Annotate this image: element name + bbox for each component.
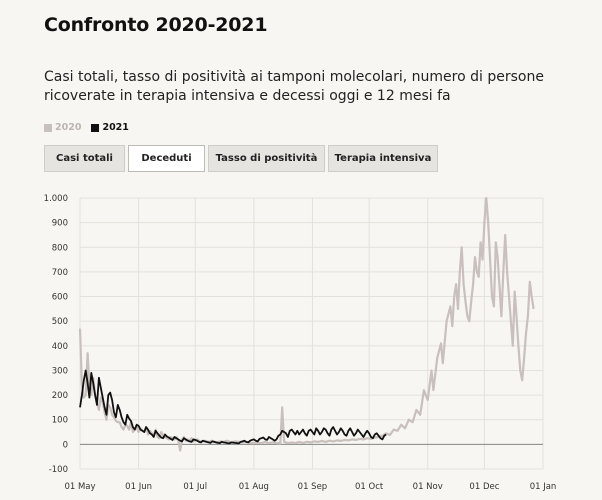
legend-label-2020: 2020: [55, 122, 82, 133]
y-tick-label: -100: [49, 465, 68, 475]
x-tick-label: 01 Dec: [469, 482, 499, 492]
x-tick-label: 01 Jun: [125, 482, 152, 492]
page-subtitle: Casi totali, tasso di positività ai tamp…: [44, 69, 544, 104]
legend-item-2021: 2021: [91, 122, 129, 133]
x-tick-label: 01 Oct: [355, 482, 384, 492]
y-tick-label: 1.000: [44, 194, 68, 204]
y-tick-label: 500: [52, 317, 68, 327]
chart-legend: 2020 2021: [44, 122, 129, 133]
tab-casi-totali[interactable]: Casi totali: [44, 145, 125, 172]
y-tick-label: 0: [63, 440, 68, 450]
y-tick-label: 300: [52, 366, 68, 376]
x-tick-label: 01 Nov: [413, 482, 443, 492]
series-line-2020: [78, 196, 535, 452]
y-tick-label: 900: [52, 219, 68, 229]
tab-deceduti[interactable]: Deceduti: [128, 145, 205, 172]
legend-label-2021: 2021: [102, 122, 129, 133]
chart-grid: [79, 197, 544, 470]
y-tick-label: 700: [52, 268, 68, 278]
metric-tabs: Casi totali Deceduti Tasso di positività…: [44, 145, 441, 172]
x-tick-label: 01 May: [64, 482, 95, 492]
tab-tasso-positivita[interactable]: Tasso di positività: [208, 145, 325, 172]
x-tick-label: 01 Sep: [298, 482, 328, 492]
y-axis-ticks: -100 0 100 200 300 400 500 600 700 800 900 1.000: [44, 194, 68, 475]
x-axis-ticks: 01 May 01 Jun 01 Jul 01 Aug 01 Sep 01 Oct 01 N…: [64, 482, 556, 492]
legend-swatch-2020: [44, 123, 52, 132]
y-tick-label: 600: [52, 293, 68, 303]
x-tick-label: 01 Aug: [239, 482, 269, 492]
series-line-2021: [79, 369, 387, 445]
x-tick-label: 01 Jan: [530, 482, 557, 492]
x-tick-label: 01 Jul: [183, 482, 207, 492]
y-tick-label: 400: [52, 342, 68, 352]
y-tick-label: 100: [52, 416, 68, 426]
deaths-line-chart: -100 0 100 200 300 400 500 600 700 800 900 1.000 01…: [44, 194, 557, 492]
chart-series: [78, 196, 535, 452]
page-title: Confronto 2020-2021: [44, 14, 268, 36]
legend-item-2020: 2020: [44, 122, 81, 133]
legend-swatch-2021: [91, 123, 100, 132]
y-tick-label: 800: [52, 243, 68, 253]
tab-terapia-intensiva[interactable]: Terapia intensiva: [328, 145, 438, 172]
y-tick-label: 200: [52, 391, 68, 401]
